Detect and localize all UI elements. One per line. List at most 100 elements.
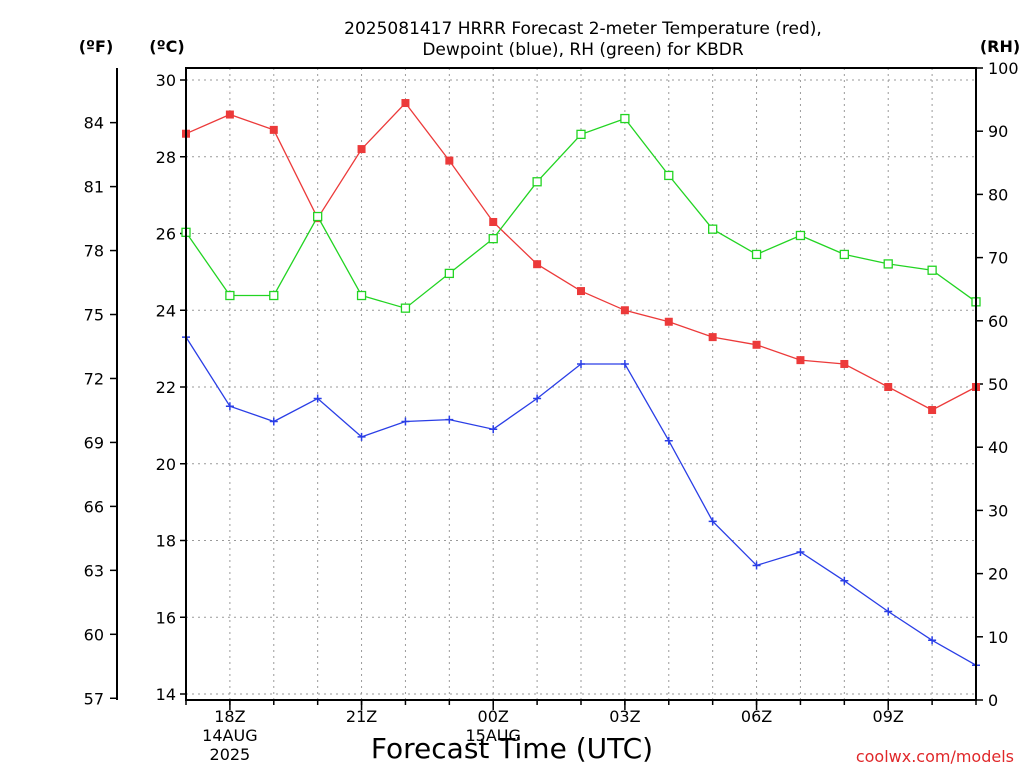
fahrenheit-tick-label: 57 bbox=[84, 689, 104, 708]
temperature-point bbox=[269, 125, 278, 134]
rh-tick-label: 80 bbox=[988, 185, 1008, 204]
celsius-tick-label: 22 bbox=[156, 378, 176, 397]
celsius-tick-label: 26 bbox=[156, 225, 176, 244]
x-axis-label: Forecast Time (UTC) bbox=[371, 732, 653, 765]
rh-point bbox=[269, 290, 279, 301]
fahrenheit-tick-label: 78 bbox=[84, 242, 104, 261]
rh-point bbox=[400, 303, 411, 313]
fahrenheit-tick-label: 63 bbox=[84, 561, 104, 580]
celsius-tick-label: 24 bbox=[156, 301, 176, 320]
dewpoint-point bbox=[313, 394, 322, 403]
dewpoint-point bbox=[489, 425, 498, 434]
x-tick-label: 06Z bbox=[741, 707, 772, 726]
rh-point bbox=[620, 113, 630, 124]
temperature-point bbox=[708, 333, 717, 342]
temperature-point bbox=[401, 99, 410, 108]
rh-point bbox=[225, 290, 235, 301]
rh-axis-header: (RH) bbox=[980, 37, 1020, 56]
rh-point bbox=[664, 170, 674, 181]
rh-tick-label: 0 bbox=[988, 691, 998, 710]
rh-tick-label: 90 bbox=[988, 122, 1008, 141]
fahrenheit-tick-label: 81 bbox=[84, 178, 104, 197]
celsius-axis-header: (ºC) bbox=[149, 37, 184, 56]
celsius-tick-label: 18 bbox=[156, 532, 176, 551]
dewpoint-point bbox=[664, 436, 673, 445]
rh-point bbox=[751, 249, 762, 260]
credit-text: coolwx.com/models bbox=[856, 747, 1014, 766]
rh-point bbox=[839, 249, 849, 260]
dewpoint-point bbox=[357, 432, 366, 441]
rh-tick-label: 20 bbox=[988, 565, 1008, 584]
temperature-point bbox=[489, 217, 498, 226]
dewpoint-point bbox=[796, 548, 805, 557]
x-tick-label: 2025 bbox=[210, 745, 251, 764]
x-tick-label: 09Z bbox=[873, 707, 904, 726]
dewpoint-point bbox=[401, 417, 410, 426]
chart-title-line2: Dewpoint (blue), RH (green) for KBDR bbox=[422, 40, 743, 60]
dewpoint-point bbox=[620, 359, 629, 368]
rh-tick-label: 100 bbox=[988, 59, 1019, 78]
temperature-point bbox=[533, 260, 542, 269]
rh-tick-label: 60 bbox=[988, 312, 1008, 331]
rh-point bbox=[444, 268, 454, 279]
temperature-point bbox=[577, 287, 585, 296]
dewpoint-point bbox=[269, 417, 278, 426]
rh-tick-label: 40 bbox=[988, 438, 1008, 457]
dewpoint-point bbox=[884, 607, 893, 616]
temperature-point bbox=[357, 145, 366, 154]
rh-tick-label: 10 bbox=[988, 628, 1008, 647]
temperature-point bbox=[752, 340, 761, 349]
temperature-point bbox=[445, 156, 454, 165]
temperature-point bbox=[620, 306, 629, 315]
celsius-tick-label: 14 bbox=[156, 685, 176, 704]
fahrenheit-tick-label: 60 bbox=[84, 625, 104, 644]
celsius-tick-label: 16 bbox=[156, 608, 176, 627]
fahrenheit-tick-label: 75 bbox=[84, 306, 104, 325]
dewpoint-point bbox=[225, 402, 234, 411]
dewpoint-point bbox=[533, 394, 542, 403]
rh-point bbox=[532, 177, 542, 187]
temperature-point bbox=[840, 359, 849, 368]
fahrenheit-tick-label: 69 bbox=[84, 433, 104, 452]
chart-title-line1: 2025081417 HRRR Forecast 2-meter Tempera… bbox=[344, 19, 822, 39]
fahrenheit-axis-header: (ºF) bbox=[79, 37, 114, 56]
celsius-tick-label: 20 bbox=[156, 455, 176, 474]
x-tick-label: 18Z bbox=[214, 707, 245, 726]
temperature-point bbox=[928, 406, 937, 415]
celsius-tick-label: 30 bbox=[156, 71, 176, 90]
dewpoint-point bbox=[840, 576, 849, 585]
rh-point bbox=[708, 224, 718, 234]
x-tick-label: 00Z bbox=[478, 707, 509, 726]
rh-tick-label: 30 bbox=[988, 501, 1008, 520]
temperature-point bbox=[225, 110, 234, 119]
x-tick-label: 03Z bbox=[609, 707, 640, 726]
plot-frame bbox=[185, 67, 977, 701]
rh-point bbox=[356, 290, 367, 301]
x-tick-label: 21Z bbox=[346, 707, 377, 726]
rh-point bbox=[488, 233, 498, 244]
temperature-point bbox=[664, 317, 673, 326]
grid-lines bbox=[186, 68, 976, 700]
dewpoint-point bbox=[928, 636, 937, 645]
rh-point bbox=[313, 211, 323, 222]
dewpoint-point bbox=[445, 415, 454, 424]
dewpoint-point bbox=[577, 359, 585, 368]
dewpoint-point bbox=[752, 561, 761, 570]
rh-point bbox=[883, 259, 893, 269]
fahrenheit-tick-label: 72 bbox=[84, 369, 104, 388]
celsius-tick-label: 28 bbox=[156, 148, 176, 167]
temperature-point bbox=[796, 356, 805, 365]
rh-point bbox=[576, 129, 586, 140]
fahrenheit-tick-label: 84 bbox=[84, 114, 104, 133]
x-tick-label: 15AUG bbox=[466, 726, 521, 745]
temperature-point bbox=[884, 383, 893, 391]
rh-point bbox=[927, 265, 937, 275]
rh-tick-label: 50 bbox=[988, 375, 1008, 394]
axes: 57 60 63 66 69 72 75 78 81 84 14 16 18 20 22 24 26 28 30 0 1… bbox=[84, 59, 1019, 764]
dewpoint-point bbox=[708, 517, 717, 526]
x-tick-label: 14AUG bbox=[202, 726, 257, 745]
series-lines bbox=[181, 99, 981, 670]
rh-point bbox=[795, 230, 806, 241]
fahrenheit-tick-label: 66 bbox=[84, 497, 104, 516]
